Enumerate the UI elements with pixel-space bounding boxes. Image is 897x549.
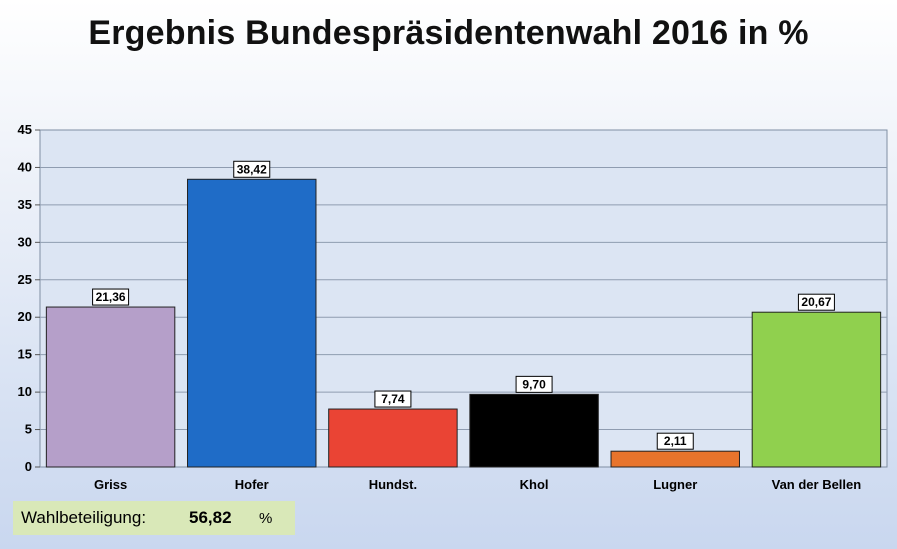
bar-hofer [187, 178, 317, 468]
plot-area [39, 129, 888, 468]
turnout-unit: % [259, 509, 273, 527]
y-tick-label: 10 [18, 384, 32, 399]
data-label: 9,70 [522, 377, 546, 391]
data-label: 21,36 [96, 290, 126, 304]
data-label-box [656, 432, 694, 450]
data-label-box [374, 390, 412, 408]
y-tick-label: 15 [18, 347, 32, 362]
data-label-box [92, 288, 130, 306]
y-tick-label: 20 [18, 309, 32, 324]
y-tick-label: 5 [25, 422, 32, 437]
x-category-label: Griss [94, 477, 127, 492]
data-label: 38,42 [237, 162, 267, 176]
y-tick-label: 35 [18, 197, 32, 212]
data-label: 2,11 [664, 434, 687, 448]
bar-khol [469, 393, 599, 468]
data-label: 20,67 [801, 295, 831, 309]
bar-chart: 0 5 10 15 20 25 30 35 40 45 21,36 38,42 7,74 9,70 2,1… [18, 122, 888, 492]
chart-title: Ergebnis Bundespräsidentenwahl 2016 in % [88, 14, 809, 52]
data-label-box [233, 160, 271, 178]
data-label: 7,74 [381, 392, 405, 406]
bar-van-der-bellen [751, 311, 882, 468]
y-tick-label: 25 [18, 272, 32, 287]
x-category-label: Lugner [653, 477, 697, 492]
x-category-label: Van der Bellen [772, 477, 862, 492]
data-label-box [797, 293, 835, 311]
turnout-value: 56,82 [189, 508, 232, 527]
y-tick-label: 0 [25, 459, 32, 474]
x-category-label: Khol [520, 477, 549, 492]
bar-lugner [610, 450, 740, 468]
y-tick-label: 30 [18, 234, 32, 249]
bar-griss [45, 306, 176, 468]
x-category-label: Hundst. [369, 477, 417, 492]
x-category-label: Hofer [235, 477, 269, 492]
data-label-box [515, 375, 553, 393]
y-tick-label: 45 [18, 122, 32, 137]
turnout-label: Wahlbeteiligung: [21, 508, 147, 527]
bar-hundst [328, 408, 458, 468]
turnout-box: Wahlbeteiligung: 56,82 % [13, 501, 295, 535]
y-tick-label: 40 [18, 159, 32, 174]
